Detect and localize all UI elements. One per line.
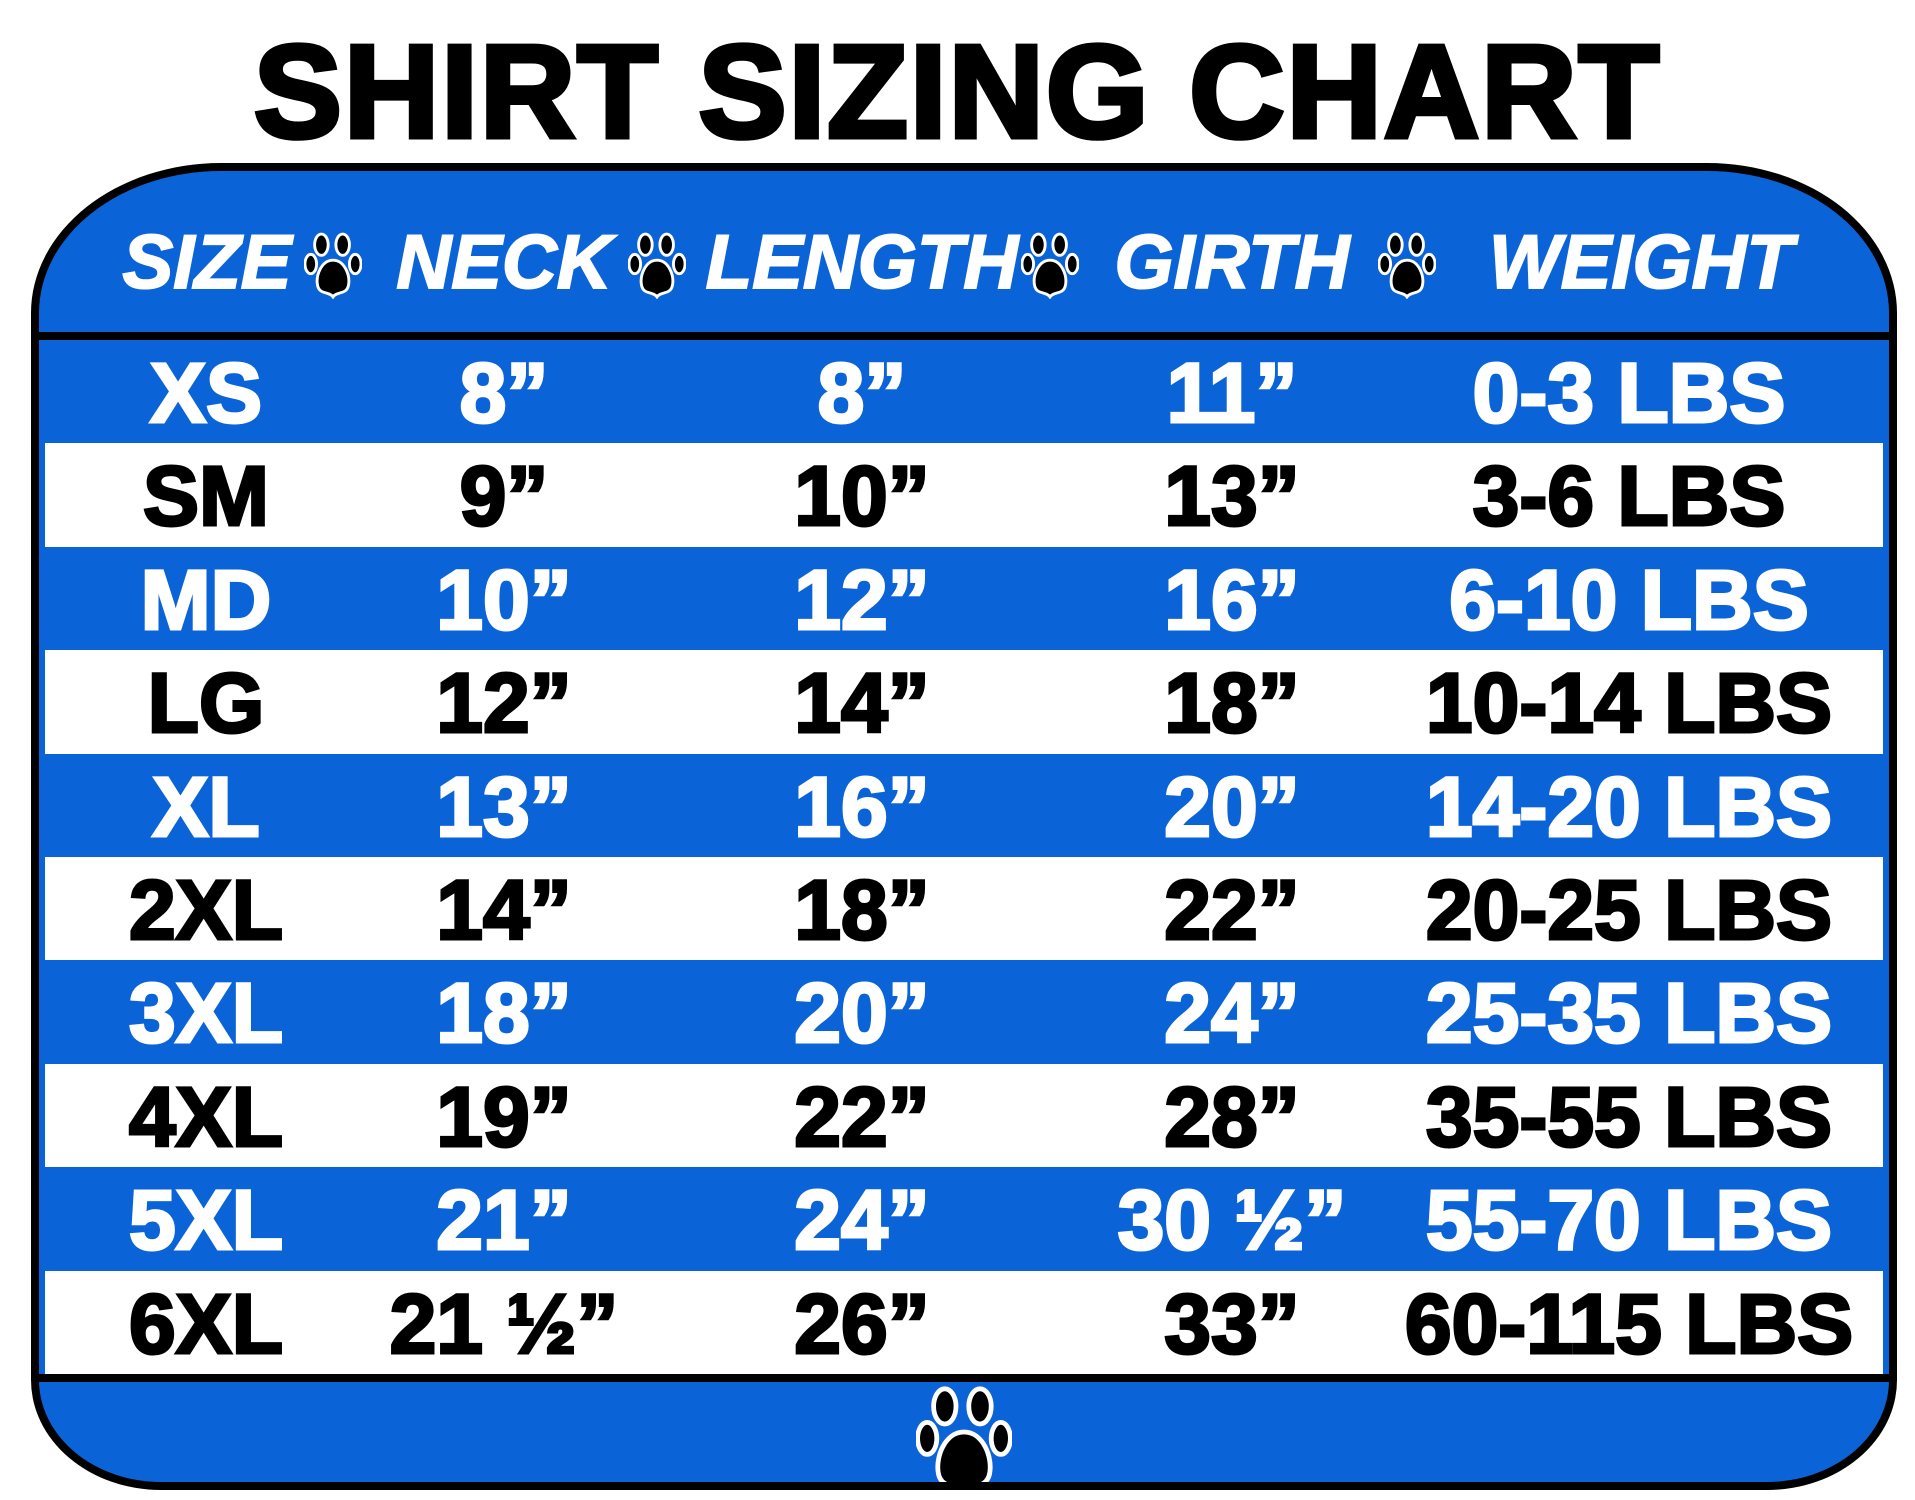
cell-weight: 25-35 LBS: [1424, 965, 1833, 1062]
cell-neck: 9”: [458, 448, 550, 545]
header-girth: GIRTH: [1113, 220, 1350, 305]
paw-print-icon: [915, 1384, 1013, 1482]
table-row: 5XL 21” 24” 30 ½” 55-70 LBS: [45, 1167, 1883, 1271]
cell-length: 22”: [793, 1068, 931, 1165]
cell-girth: 16”: [1163, 551, 1301, 648]
cell-girth: 24”: [1163, 965, 1301, 1062]
header-length: LENGTH: [705, 220, 1019, 305]
cell-size: 4XL: [127, 1068, 284, 1165]
cell-length: 24”: [793, 1172, 931, 1269]
cell-weight: 10-14 LBS: [1424, 655, 1833, 752]
cell-size: XL: [151, 758, 261, 855]
cell-girth: 33”: [1163, 1275, 1301, 1372]
cell-size: XS: [148, 345, 263, 442]
cell-girth: 11”: [1165, 345, 1299, 442]
cell-neck: 18”: [435, 965, 573, 1062]
header-weight: WEIGHT: [1488, 220, 1794, 305]
paw-print-icon: [1020, 231, 1080, 304]
cell-girth: 28”: [1163, 1068, 1301, 1165]
cell-neck: 21”: [435, 1172, 573, 1269]
cell-neck: 10”: [435, 551, 573, 648]
cell-neck: 13”: [435, 758, 573, 855]
cell-length: 12”: [793, 551, 931, 648]
table-row: MD 10” 12” 16” 6-10 LBS: [45, 546, 1883, 651]
cell-weight: 14-20 LBS: [1424, 758, 1833, 855]
cell-neck: 19”: [435, 1068, 573, 1165]
cell-weight: 0-3 LBS: [1471, 345, 1787, 442]
paw-print-icon: [303, 231, 363, 304]
cell-weight: 35-55 LBS: [1424, 1068, 1833, 1165]
cell-size: 6XL: [127, 1275, 284, 1372]
table-row: XS 8” 8” 11” 0-3 LBS: [45, 340, 1883, 444]
cell-size: 2XL: [127, 861, 284, 958]
table-row: 2XL 14” 18” 22” 20-25 LBS: [45, 856, 1883, 961]
paw-print-icon: [1377, 231, 1437, 304]
header-size: SIZE: [122, 220, 293, 305]
table-row: 3XL 18” 20” 24” 25-35 LBS: [45, 960, 1883, 1064]
cell-length: 14”: [793, 655, 931, 752]
cell-weight: 60-115 LBS: [1403, 1275, 1854, 1372]
cell-girth: 30 ½”: [1116, 1172, 1348, 1269]
table-row: 6XL 21 ½” 26” 33” 60-115 LBS: [45, 1270, 1883, 1374]
cell-size: LG: [146, 655, 266, 752]
cell-weight: 3-6 LBS: [1471, 448, 1787, 545]
divider: [39, 332, 1889, 340]
cell-neck: 8”: [458, 345, 550, 442]
cell-girth: 13”: [1163, 448, 1301, 545]
cell-length: 18”: [793, 861, 931, 958]
cell-girth: 18”: [1163, 655, 1301, 752]
table-row: LG 12” 14” 18” 10-14 LBS: [45, 650, 1883, 754]
table-body: XS 8” 8” 11” 0-3 LBS SM 9” 10” 13” 3-6 LBS MD 10” 12…: [45, 340, 1883, 1374]
cell-neck: 21 ½”: [388, 1275, 620, 1372]
cell-length: 26”: [793, 1275, 931, 1372]
cell-size: SM: [142, 448, 271, 545]
cell-neck: 12”: [435, 655, 573, 752]
header-neck: NECK: [395, 220, 612, 305]
cell-neck: 14”: [435, 861, 573, 958]
cell-size: MD: [139, 551, 273, 648]
table-row: XL 13” 16” 20” 14-20 LBS: [45, 753, 1883, 857]
table-row: SM 9” 10” 13” 3-6 LBS: [45, 443, 1883, 547]
cell-weight: 6-10 LBS: [1448, 551, 1810, 648]
cell-size: 3XL: [127, 965, 284, 1062]
cell-girth: 20”: [1163, 758, 1301, 855]
sizing-table: SIZE NECK LENGTH GIRTH WEIGHT XS 8” 8” 11” 0…: [31, 163, 1897, 1490]
table-header: SIZE NECK LENGTH GIRTH WEIGHT: [39, 171, 1889, 332]
cell-weight: 55-70 LBS: [1424, 1172, 1833, 1269]
paw-print-icon: [627, 231, 687, 304]
divider: [39, 1374, 1889, 1382]
cell-length: 16”: [793, 758, 931, 855]
cell-weight: 20-25 LBS: [1424, 861, 1833, 958]
cell-length: 8”: [816, 345, 908, 442]
cell-size: 5XL: [127, 1172, 284, 1269]
cell-length: 20”: [793, 965, 931, 1062]
cell-girth: 22”: [1163, 861, 1301, 958]
table-row: 4XL 19” 22” 28” 35-55 LBS: [45, 1063, 1883, 1168]
cell-length: 10”: [793, 448, 931, 545]
page-title: SHIRT SIZING CHART: [251, 18, 1662, 165]
